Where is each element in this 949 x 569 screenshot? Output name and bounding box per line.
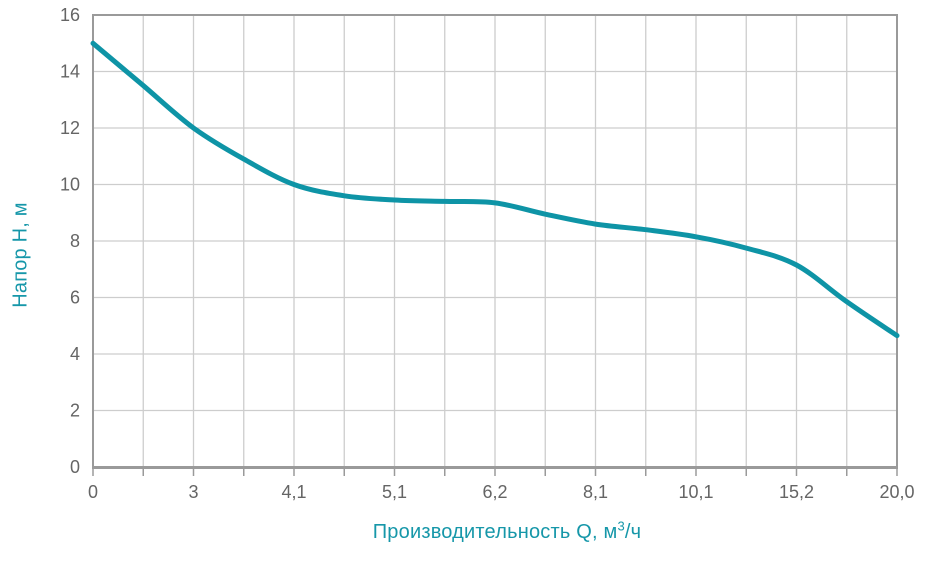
x-tick-label: 0 xyxy=(88,482,98,502)
x-axis-title: Производительность Q, м3/ч xyxy=(372,518,642,544)
y-tick-label: 12 xyxy=(60,118,80,138)
x-tick-label: 6,2 xyxy=(482,482,507,502)
x-axis-title-suffix: /ч xyxy=(624,521,642,543)
y-tick-label: 8 xyxy=(70,231,80,251)
y-axis-title: Напор H, м xyxy=(9,202,32,308)
x-tick-label: 5,1 xyxy=(382,482,407,502)
y-tick-label: 0 xyxy=(70,457,80,477)
x-tick-label: 4,1 xyxy=(281,482,306,502)
x-tick-label: 8,1 xyxy=(583,482,608,502)
y-tick-label: 10 xyxy=(60,175,80,195)
x-tick-label: 15,2 xyxy=(779,482,814,502)
x-tick-label: 20,0 xyxy=(879,482,914,502)
pump-curve-line xyxy=(90,40,900,339)
y-tick-label: 14 xyxy=(60,62,80,82)
y-tick-label: 4 xyxy=(70,344,80,364)
x-axis-title-text: Производительность Q, м xyxy=(372,521,618,543)
y-tick-label: 16 xyxy=(60,5,80,25)
y-tick-label: 2 xyxy=(70,401,80,421)
x-tick-label: 10,1 xyxy=(678,482,713,502)
y-tick-label: 6 xyxy=(70,288,80,308)
x-tick-label: 3 xyxy=(188,482,198,502)
x-axis-title-superscript: 3 xyxy=(617,518,625,534)
